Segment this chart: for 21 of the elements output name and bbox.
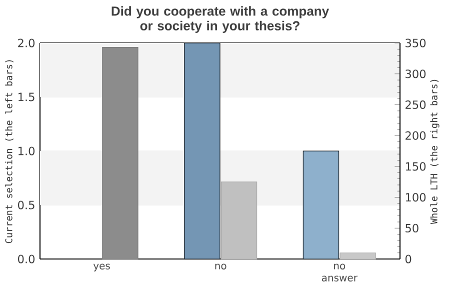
- y-tick-label: 1.0: [18, 146, 35, 156]
- y-tick-label: 2.0: [18, 38, 35, 48]
- y-tick-label: 0.5: [18, 200, 34, 210]
- bar: [102, 47, 138, 260]
- y2-tick-label: 300: [406, 70, 426, 78]
- y-tick-label: 0.0: [18, 254, 35, 264]
- y2-tick-label: 150: [406, 162, 426, 171]
- y2-tick-label: 100: [406, 193, 426, 202]
- y2-tick-label: 50: [406, 224, 418, 232]
- y2-tick-label: 350: [406, 38, 426, 48]
- y2-tick-label: 200: [406, 131, 426, 140]
- x-tick-label: no: [215, 264, 226, 270]
- bar: [340, 252, 376, 260]
- y2-tick-label: 250: [406, 100, 426, 110]
- x-tick-label: yes: [93, 264, 110, 272]
- y-tick-label: 1.5: [18, 92, 34, 102]
- chart-title: Did you cooperate with a company or society in your thesis?: [112, 6, 330, 33]
- y2-axis-title: Whole LTH (the right bars): [430, 80, 440, 224]
- y-axis-title: Current selection (the left bars): [5, 60, 14, 244]
- x-tick-label: no answer: [322, 264, 358, 282]
- y2-tick-label: 0: [405, 254, 412, 264]
